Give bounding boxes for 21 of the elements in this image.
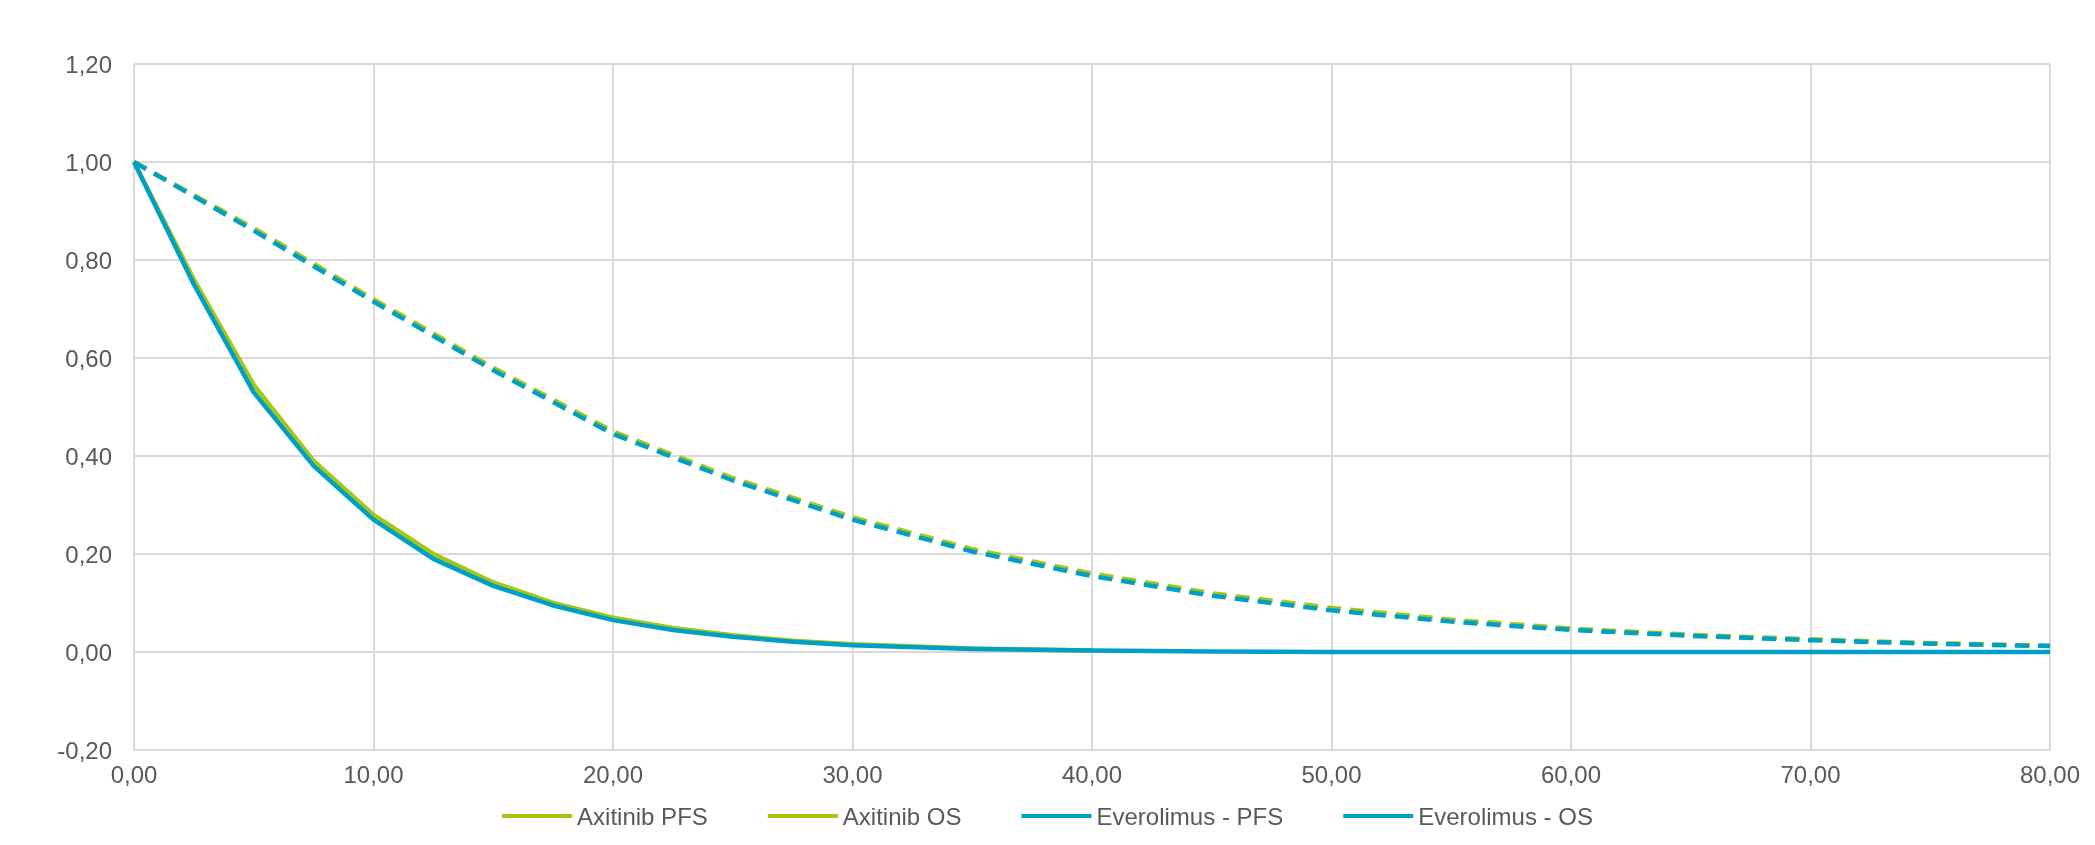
y-tick-label: -0,20 <box>57 736 112 764</box>
y-tick-label: 0,60 <box>65 344 112 372</box>
x-tick-label: 50,00 <box>1301 760 1362 788</box>
legend-label: Axitinib PFS <box>577 802 708 830</box>
legend-label: Everolimus - OS <box>1418 802 1593 830</box>
x-tick-label: 60,00 <box>1540 760 1602 788</box>
x-tick-label: 0,00 <box>110 760 158 788</box>
y-tick-label: 0,00 <box>65 638 112 666</box>
legend-label: Everolimus - PFS <box>1096 802 1284 830</box>
x-tick-label: 80,00 <box>2019 760 2081 788</box>
y-tick-label: 0,20 <box>65 540 112 568</box>
x-tick-label: 30,00 <box>822 760 883 788</box>
y-tick-label: 1,20 <box>65 50 112 78</box>
x-tick-label: 20,00 <box>582 760 644 788</box>
y-tick-label: 1,00 <box>65 148 112 176</box>
x-tick-label: 40,00 <box>1061 760 1123 788</box>
x-tick-label: 70,00 <box>1780 760 1841 788</box>
x-tick-label: 10,00 <box>343 760 404 788</box>
y-tick-label: 0,80 <box>65 246 112 274</box>
legend-label: Axitinib OS <box>842 802 962 830</box>
y-tick-label: 0,40 <box>65 442 112 470</box>
